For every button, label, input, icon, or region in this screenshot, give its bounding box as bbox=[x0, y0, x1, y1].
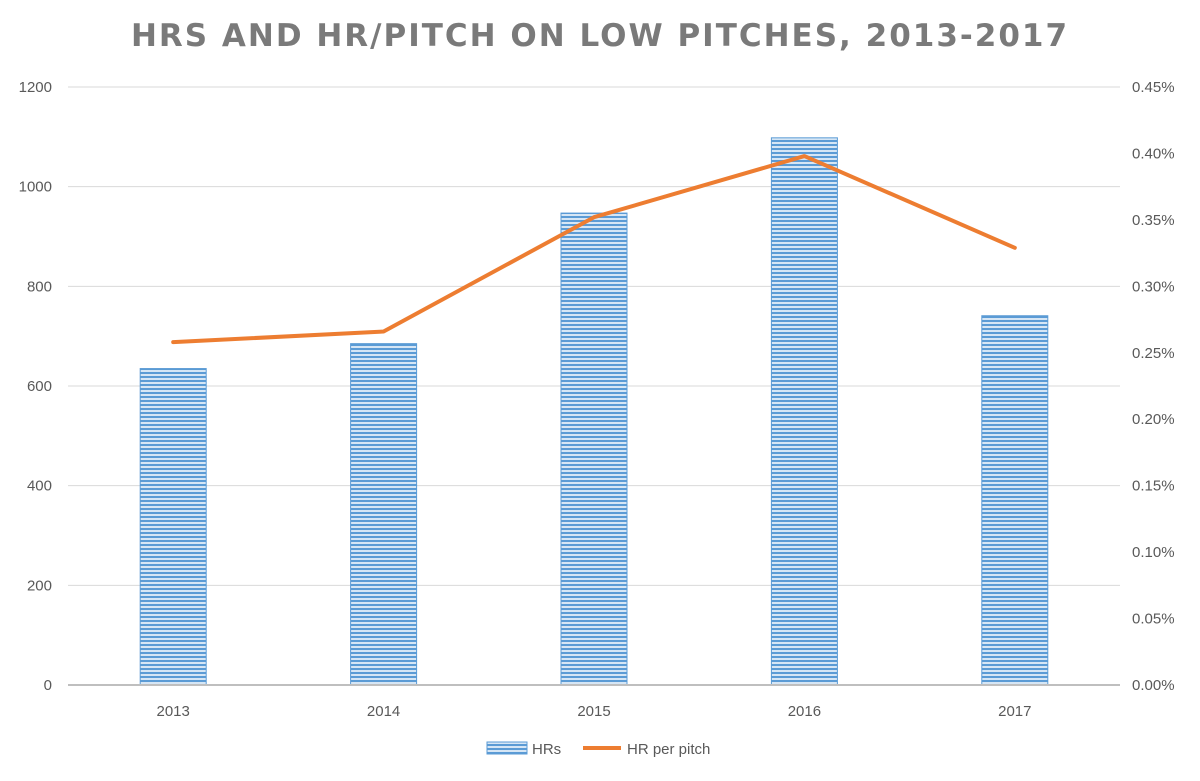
y-left-tick-label: 600 bbox=[27, 378, 52, 395]
x-tick-label: 2013 bbox=[157, 703, 190, 720]
y-right-tick-label: 0.00% bbox=[1132, 677, 1175, 694]
x-tick-label: 2016 bbox=[788, 703, 821, 720]
axes: 0 200 400 600 800 1000 1200 0.00% 0.05% 0.10% 0.15… bbox=[19, 79, 1175, 720]
legend: HRs HR per pitch bbox=[486, 741, 710, 758]
x-tick-label: 2014 bbox=[367, 703, 400, 720]
x-tick-label: 2017 bbox=[998, 703, 1031, 720]
y-right-tick-label: 0.20% bbox=[1132, 411, 1175, 428]
y-right-tick-label: 0.05% bbox=[1132, 611, 1175, 628]
bar-hrs-2016 bbox=[770, 137, 838, 686]
bar-hrs-2013 bbox=[139, 368, 207, 686]
y-right-tick-label: 0.35% bbox=[1132, 212, 1175, 229]
y-left-tick-label: 0 bbox=[44, 677, 52, 694]
y-left-tick-label: 1000 bbox=[19, 179, 52, 196]
y-right-tick-label: 0.40% bbox=[1132, 145, 1175, 162]
chart-title: HRS AND HR/PITCH ON LOW PITCHES, 2013-20… bbox=[130, 18, 1070, 54]
bar-hrs-2014 bbox=[350, 343, 418, 686]
legend-label-hrs: HRs bbox=[532, 741, 561, 758]
y-right-tick-label: 0.25% bbox=[1132, 345, 1175, 362]
bar-hrs-2015 bbox=[560, 212, 628, 686]
y-right-tick-label: 0.10% bbox=[1132, 544, 1175, 561]
y-right-tick-label: 0.45% bbox=[1132, 79, 1175, 96]
legend-swatch-hrs bbox=[486, 741, 528, 755]
y-right-tick-label: 0.30% bbox=[1132, 278, 1175, 295]
legend-label-hr-per-pitch: HR per pitch bbox=[627, 741, 710, 758]
y-left-tick-label: 800 bbox=[27, 278, 52, 295]
y-left-tick-label: 200 bbox=[27, 577, 52, 594]
hr-per-pitch-line-layer bbox=[171, 154, 1017, 345]
hrs-bars bbox=[139, 137, 1049, 686]
y-left-tick-label: 1200 bbox=[19, 79, 52, 96]
y-left-tick-label: 400 bbox=[27, 478, 52, 495]
y-right-tick-label: 0.15% bbox=[1132, 478, 1175, 495]
x-tick-label: 2015 bbox=[577, 703, 610, 720]
hr-per-pitch-line bbox=[171, 154, 1017, 345]
bar-hrs-2017 bbox=[981, 315, 1049, 686]
